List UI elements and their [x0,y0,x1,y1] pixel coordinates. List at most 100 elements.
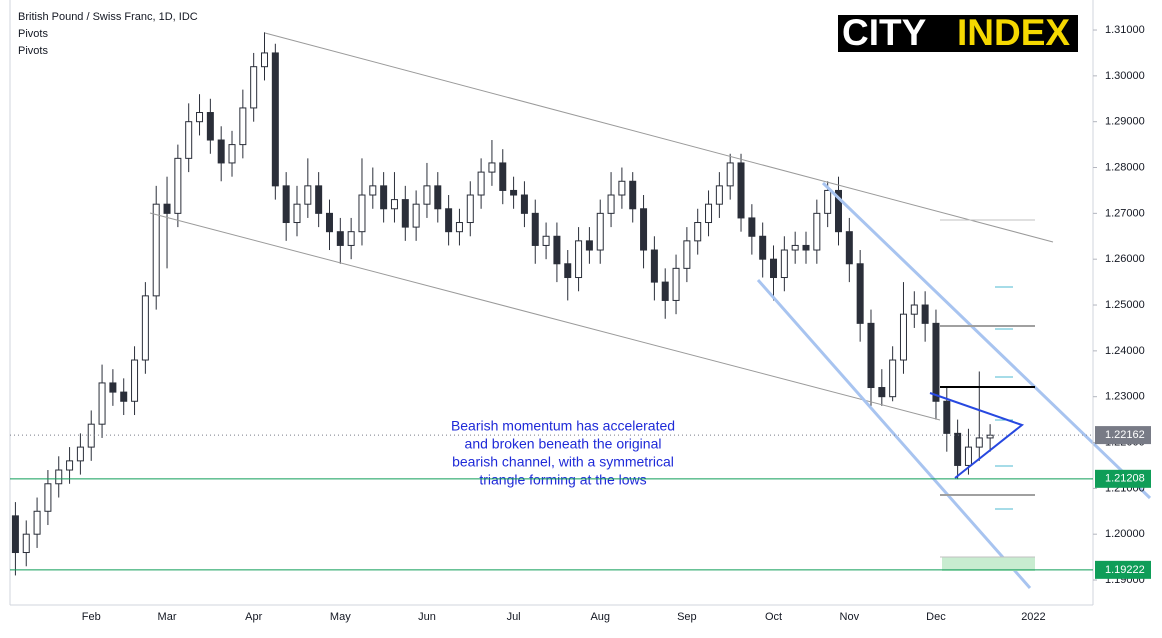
candle-body [380,185,388,210]
candle-body [304,185,312,205]
candle-body [185,121,193,159]
x-tick-label: 2022 [1021,611,1045,623]
candle-body [445,208,453,233]
candle-body [98,382,106,425]
brand-text: INDEX [957,12,1070,53]
candle-body [932,322,940,402]
price-label-box [1095,560,1151,579]
x-tick-label: Jul [507,611,521,623]
candle-body [141,295,149,361]
candle-body [824,189,832,214]
candle-body [683,240,691,269]
candle-body [834,189,842,233]
candle-body [607,194,615,214]
x-tick-label: Sep [677,611,697,623]
candle-body [618,180,626,196]
candle-body [131,359,139,402]
candle-body [22,533,30,554]
candle-body [293,203,301,224]
chart-title: British Pound / Swiss Franc, 1D, IDC [18,11,198,23]
annotation: bearish channel, with a symmetrical [452,454,674,470]
candle-body [455,222,463,233]
candle-body [737,162,745,219]
annotation: triangle forming at the lows [479,472,646,488]
candle-body [575,240,583,279]
price-label: 1.19222 [1105,564,1145,576]
candle-body [661,281,669,301]
candle-body [477,171,485,196]
candle-body [325,212,333,233]
candle-body [640,208,648,251]
candle-body [520,194,528,214]
brand-text: CITY [842,12,927,53]
channel-top [264,32,1054,243]
candle-body [336,231,344,246]
candle-body [196,112,204,123]
candle-body [813,212,821,251]
candle-body [564,263,572,279]
candle-body [347,231,355,246]
y-tick-label: 1.25000 [1105,299,1145,311]
brand-box [838,15,1078,52]
channel-bottom [149,212,941,421]
candle-body [510,189,518,196]
pivot-ticks [995,286,1013,510]
candle-body [986,434,994,439]
candle-body [889,359,897,398]
candle-body [390,199,398,210]
candle-body [423,185,431,205]
candle-body [791,244,799,251]
candle-body [66,460,74,471]
candle-body [943,400,951,434]
candle-body [109,382,117,393]
price-label: 1.22162 [1105,429,1145,441]
candle-body [650,249,658,283]
candles [11,32,994,576]
blue-channel-top [821,181,1152,500]
candle-body [358,194,366,233]
candle-body [239,107,247,146]
price-label-box [1095,469,1151,488]
candle-body [250,66,258,109]
x-tick-label: Jun [418,611,436,623]
candle-body [271,52,279,187]
y-tick-label: 1.27000 [1105,207,1145,219]
candle-body [499,162,507,191]
candle-body [466,194,474,224]
candle-body [975,437,983,448]
candle-body [369,185,377,196]
x-tick-label: Dec [926,611,946,623]
candle-body [76,446,84,462]
candle-body [910,304,918,315]
candle-body [856,263,864,324]
candle-body [434,185,442,210]
candle-body [261,52,269,68]
support-zone [942,557,1035,571]
indicator-label: Pivots [18,28,48,40]
candle-body [954,432,962,466]
candle-body [174,157,182,214]
y-tick-label: 1.26000 [1105,253,1145,265]
y-tick-label: 1.31000 [1105,24,1145,36]
candle-body [152,203,160,297]
y-tick-label: 1.23000 [1105,391,1145,403]
x-tick-label: Aug [590,611,610,623]
candle-body [867,322,875,389]
candle-body [759,235,767,260]
candle-body [531,212,539,246]
candle-body [770,258,778,279]
candle-body [282,185,290,224]
candle-body [705,203,713,224]
x-tick-label: Nov [840,611,860,623]
x-tick-label: Mar [158,611,177,623]
y-tick-label: 1.30000 [1105,70,1145,82]
candle-body [401,199,409,228]
candle-body [845,231,853,265]
x-tick-label: May [330,611,351,623]
price-label: 1.21208 [1105,473,1145,485]
candle-body [33,510,41,535]
y-tick-label: 1.20000 [1105,528,1145,540]
candle-body [315,185,323,214]
